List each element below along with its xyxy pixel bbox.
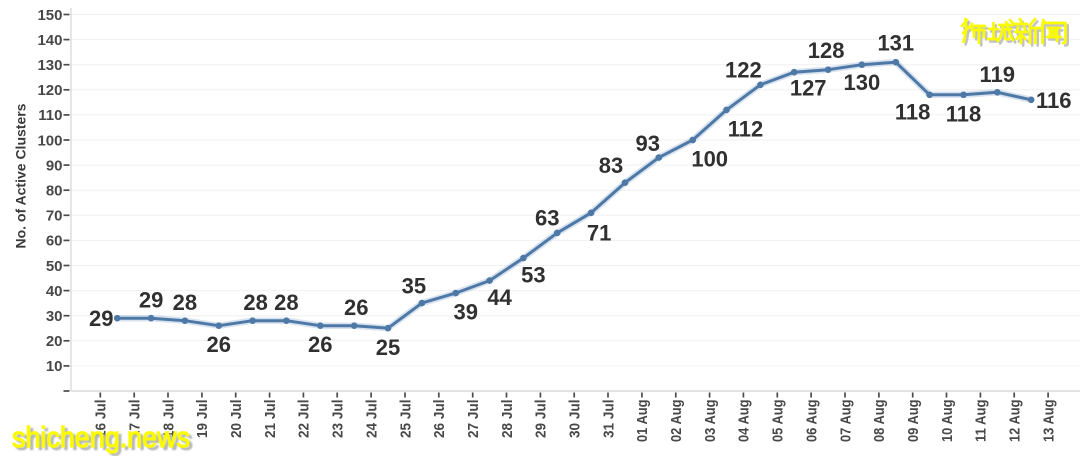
svg-text:60: 60 bbox=[46, 233, 63, 250]
svg-text:128: 128 bbox=[808, 38, 845, 63]
svg-text:80: 80 bbox=[46, 183, 63, 200]
svg-text:02 Aug: 02 Aug bbox=[668, 400, 685, 443]
svg-text:28: 28 bbox=[173, 290, 197, 315]
svg-text:28: 28 bbox=[243, 290, 267, 315]
svg-text:12 Aug: 12 Aug bbox=[1007, 400, 1024, 443]
svg-text:63: 63 bbox=[535, 205, 559, 230]
svg-text:10 Aug: 10 Aug bbox=[939, 400, 956, 443]
svg-text:17 Jul: 17 Jul bbox=[127, 400, 144, 439]
svg-text:30 Jul: 30 Jul bbox=[567, 400, 584, 439]
svg-text:22 Jul: 22 Jul bbox=[296, 400, 313, 439]
svg-text:25: 25 bbox=[376, 335, 400, 360]
svg-text:31 Jul: 31 Jul bbox=[600, 400, 617, 439]
svg-text:118: 118 bbox=[946, 101, 982, 126]
svg-text:110: 110 bbox=[38, 107, 62, 124]
svg-text:shicheng.news: shicheng.news bbox=[15, 425, 193, 456]
svg-text:150: 150 bbox=[37, 7, 62, 24]
svg-text:18 Jul: 18 Jul bbox=[160, 400, 177, 439]
svg-text:90: 90 bbox=[46, 157, 63, 174]
svg-text:93: 93 bbox=[636, 131, 660, 156]
svg-text:140: 140 bbox=[37, 32, 62, 49]
svg-text:21 Jul: 21 Jul bbox=[262, 400, 279, 439]
svg-text:26: 26 bbox=[308, 332, 332, 357]
svg-text:130: 130 bbox=[37, 57, 62, 74]
svg-text:03 Aug: 03 Aug bbox=[702, 400, 719, 443]
svg-text:40: 40 bbox=[46, 283, 63, 300]
svg-text:23 Jul: 23 Jul bbox=[330, 400, 347, 439]
svg-text:06 Aug: 06 Aug bbox=[803, 400, 820, 443]
svg-text:13 Aug: 13 Aug bbox=[1040, 400, 1057, 443]
svg-text:25 Jul: 25 Jul bbox=[397, 400, 414, 439]
svg-text:24 Jul: 24 Jul bbox=[363, 400, 380, 439]
svg-text:26 Jul: 26 Jul bbox=[431, 400, 448, 439]
svg-text:50: 50 bbox=[46, 258, 63, 275]
svg-text:07 Aug: 07 Aug bbox=[837, 400, 854, 443]
svg-text:01 Aug: 01 Aug bbox=[634, 400, 651, 443]
svg-text:53: 53 bbox=[521, 263, 545, 288]
svg-text:26: 26 bbox=[344, 295, 368, 320]
svg-text:100: 100 bbox=[691, 147, 728, 172]
svg-text:35: 35 bbox=[402, 274, 426, 299]
svg-text:29: 29 bbox=[89, 306, 113, 331]
svg-text:26: 26 bbox=[207, 332, 231, 357]
svg-text:20: 20 bbox=[46, 333, 63, 350]
svg-text:127: 127 bbox=[790, 76, 827, 101]
svg-text:05 Aug: 05 Aug bbox=[770, 400, 787, 443]
svg-text:09 Aug: 09 Aug bbox=[905, 400, 922, 443]
svg-text:11 Aug: 11 Aug bbox=[973, 400, 990, 443]
svg-text:20 Jul: 20 Jul bbox=[228, 400, 245, 439]
svg-text:16 Jul: 16 Jul bbox=[93, 400, 110, 439]
svg-text:08 Aug: 08 Aug bbox=[871, 400, 888, 443]
svg-text:28 Jul: 28 Jul bbox=[499, 400, 516, 439]
svg-text:29: 29 bbox=[139, 288, 163, 313]
svg-text:39: 39 bbox=[453, 300, 477, 325]
svg-text:120: 120 bbox=[37, 82, 62, 99]
svg-text:71: 71 bbox=[587, 220, 611, 245]
svg-text:29 Jul: 29 Jul bbox=[533, 400, 550, 439]
svg-text:70: 70 bbox=[46, 208, 63, 225]
svg-text:shicheng.news: shicheng.news bbox=[12, 422, 190, 454]
svg-text:28: 28 bbox=[274, 290, 298, 315]
svg-text:118: 118 bbox=[895, 99, 931, 124]
svg-text:83: 83 bbox=[599, 153, 623, 178]
svg-text:10: 10 bbox=[46, 358, 63, 375]
svg-text:130: 130 bbox=[844, 70, 881, 95]
svg-text:No. of Active Clusters: No. of Active Clusters bbox=[13, 103, 29, 248]
svg-text:30: 30 bbox=[46, 308, 63, 325]
svg-text:131: 131 bbox=[877, 31, 914, 56]
svg-text:04 Aug: 04 Aug bbox=[736, 400, 753, 443]
svg-text:119: 119 bbox=[980, 62, 1016, 87]
svg-text:44: 44 bbox=[487, 285, 512, 310]
svg-text:100: 100 bbox=[37, 132, 62, 149]
svg-text:112: 112 bbox=[728, 116, 764, 141]
svg-text:116: 116 bbox=[1036, 88, 1072, 113]
svg-text:27 Jul: 27 Jul bbox=[465, 400, 482, 439]
svg-text:122: 122 bbox=[725, 57, 762, 82]
svg-text:19 Jul: 19 Jul bbox=[194, 400, 211, 439]
